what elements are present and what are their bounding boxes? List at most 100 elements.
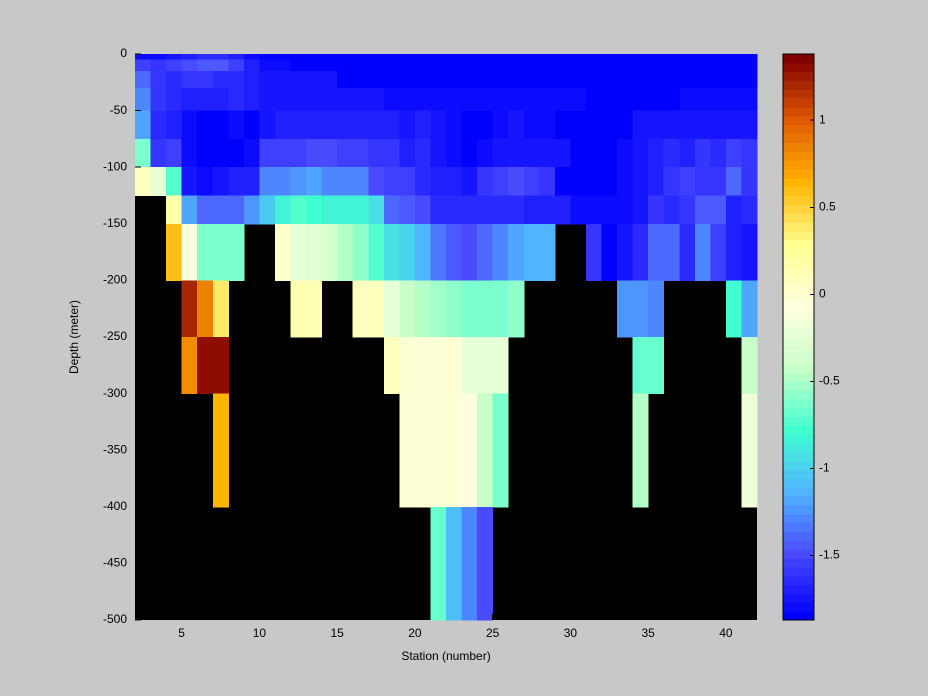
cell (446, 54, 463, 61)
cell (337, 138, 354, 168)
x-tick-label: 5 (178, 626, 185, 640)
cell (492, 393, 509, 508)
cell (368, 138, 385, 168)
cell (306, 59, 323, 72)
colorbar-step (783, 168, 814, 179)
cell (274, 223, 291, 281)
cell (663, 167, 680, 196)
cell (181, 138, 198, 168)
cell (554, 138, 571, 168)
cell (290, 195, 307, 225)
cell (399, 337, 416, 395)
cell (663, 195, 680, 225)
cell (461, 59, 478, 72)
cell (446, 70, 463, 89)
cell (508, 223, 525, 281)
cell (383, 223, 400, 281)
cell (648, 167, 665, 196)
cell (430, 138, 447, 168)
cell (166, 223, 183, 281)
cell (725, 87, 742, 112)
colorbar-step (783, 319, 814, 329)
cell (632, 87, 649, 112)
cell (399, 54, 416, 61)
cell (290, 280, 307, 338)
cell (197, 280, 214, 338)
cell (337, 59, 354, 72)
cell (368, 110, 385, 140)
cell (570, 195, 587, 225)
cell (539, 167, 556, 196)
cell (694, 167, 711, 196)
cell (492, 54, 509, 61)
cell (648, 70, 665, 89)
cell (306, 110, 323, 140)
cell (694, 87, 711, 112)
colorbar-step (783, 54, 814, 64)
cell (477, 59, 494, 72)
cell (290, 70, 307, 89)
colorbar-step (783, 522, 814, 533)
cell (710, 138, 727, 168)
colorbar-tick-label: -0.5 (819, 374, 840, 388)
cell (197, 337, 214, 395)
cell (461, 70, 478, 89)
cell (306, 54, 323, 61)
cell (523, 138, 540, 168)
cell (306, 280, 323, 338)
y-tick-label: -200 (103, 273, 127, 287)
colorbar-step (783, 248, 814, 258)
cell (430, 110, 447, 140)
cell (508, 138, 525, 168)
cell (321, 195, 338, 225)
cell (135, 70, 152, 89)
cell (352, 167, 369, 196)
colorbar-step (783, 390, 814, 400)
cell (570, 54, 587, 61)
cell (679, 195, 696, 225)
cell (508, 110, 525, 140)
colorbar-step (783, 469, 814, 479)
cell (663, 87, 680, 112)
cell (197, 70, 214, 89)
cell (430, 54, 447, 61)
cell (632, 280, 649, 338)
cell (508, 167, 525, 196)
colorbar-step (783, 204, 814, 214)
cell (570, 110, 587, 140)
cell (523, 110, 540, 140)
cell (150, 59, 167, 72)
cell (290, 59, 307, 72)
cell (725, 280, 742, 338)
y-tick-label: -250 (103, 329, 127, 343)
cell (694, 59, 711, 72)
cell (492, 87, 509, 112)
cell (321, 167, 338, 196)
cell (694, 223, 711, 281)
cell (492, 223, 509, 281)
cell (197, 167, 214, 196)
cell (554, 195, 571, 225)
cell (461, 138, 478, 168)
cell (477, 393, 494, 508)
cell (399, 87, 416, 112)
cell (321, 59, 338, 72)
cell (694, 110, 711, 140)
cell (694, 195, 711, 225)
cell (679, 59, 696, 72)
cell (632, 195, 649, 225)
colorbar-step (783, 416, 814, 426)
cell (430, 87, 447, 112)
cell (228, 223, 245, 281)
colorbar-step (783, 531, 814, 541)
cell (461, 223, 478, 281)
cell (135, 87, 152, 112)
cell (539, 223, 556, 281)
colorbar-step (783, 239, 814, 250)
colorbar-step (783, 124, 814, 135)
cell (601, 110, 618, 140)
cell (383, 87, 400, 112)
cell (446, 280, 463, 338)
cell (492, 59, 509, 72)
cell (710, 54, 727, 61)
